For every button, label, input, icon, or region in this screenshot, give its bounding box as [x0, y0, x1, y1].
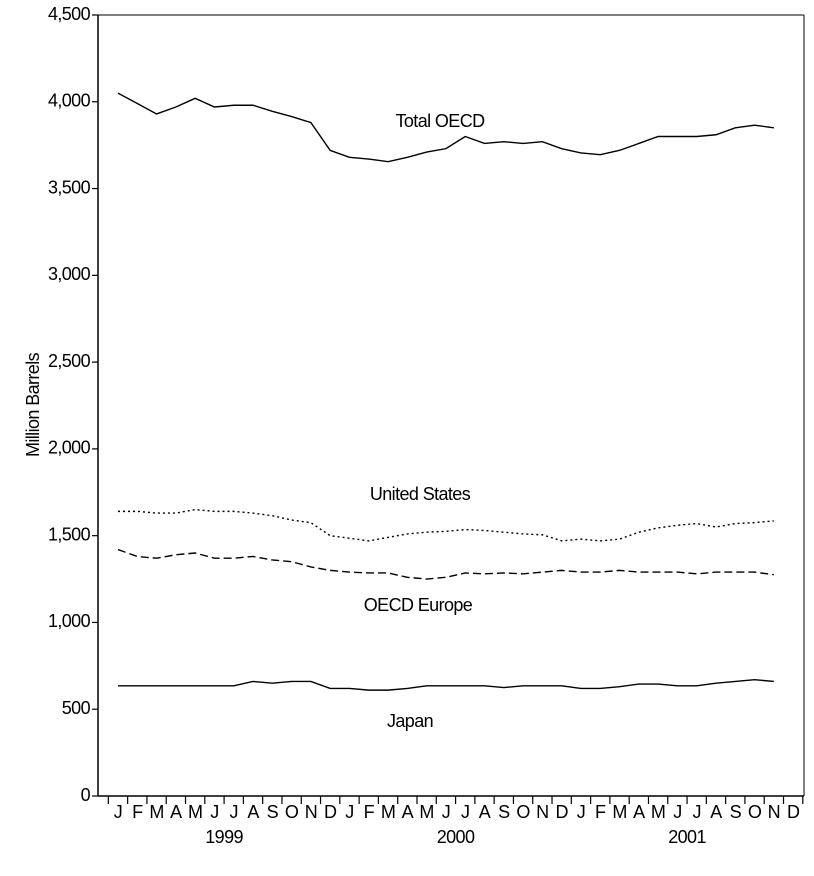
- x-tick-label: J: [577, 802, 585, 822]
- y-tick-label: 500: [62, 698, 91, 718]
- y-tick-label: 0: [81, 785, 91, 805]
- x-tick-label: J: [461, 802, 469, 822]
- y-tick-label: 3,000: [48, 264, 91, 284]
- year-label: 2000: [437, 827, 475, 847]
- x-tick-label: O: [748, 802, 762, 822]
- series-line: [118, 679, 774, 691]
- y-tick-label: 3,500: [48, 177, 91, 197]
- x-tick-label: O: [285, 802, 299, 822]
- x-tick-label: J: [442, 802, 450, 822]
- x-tick-label: D: [324, 802, 337, 822]
- x-tick-label: A: [479, 802, 491, 822]
- x-tick-label: M: [381, 802, 395, 822]
- x-tick-label: N: [536, 802, 548, 822]
- y-tick-label: 1,500: [48, 524, 91, 544]
- x-tick-label: J: [692, 802, 700, 822]
- x-tick-label: M: [419, 802, 433, 822]
- x-tick-label: A: [633, 802, 645, 822]
- x-tick-label: O: [516, 802, 530, 822]
- x-tick-label: F: [595, 802, 606, 822]
- y-tick-label: 1,000: [48, 611, 91, 631]
- y-tick-label: 2,000: [48, 438, 91, 458]
- x-tick-label: J: [673, 802, 681, 822]
- series-line: [118, 508, 774, 542]
- x-tick-label: M: [651, 802, 665, 822]
- x-tick-label: J: [345, 802, 353, 822]
- x-tick-label: S: [498, 802, 510, 822]
- y-axis-label: Million Barrels: [23, 352, 43, 457]
- x-tick-label: M: [612, 802, 626, 822]
- x-tick-label: J: [210, 802, 218, 822]
- x-tick-label: A: [710, 802, 722, 822]
- x-tick-label: M: [188, 802, 202, 822]
- y-tick-label: 4,000: [48, 91, 91, 111]
- series-label: Total OECD: [395, 111, 485, 131]
- x-tick-label: S: [267, 802, 279, 822]
- x-tick-label: A: [402, 802, 414, 822]
- x-tick-label: D: [555, 802, 568, 822]
- x-tick-label: F: [364, 802, 375, 822]
- x-tick-label: N: [768, 802, 780, 822]
- series-label: OECD Europe: [364, 595, 473, 615]
- series-line: [117, 548, 774, 580]
- year-label: 1999: [205, 827, 243, 847]
- x-tick-label: A: [247, 802, 259, 822]
- x-tick-label: J: [230, 802, 238, 822]
- y-tick-label: 4,500: [48, 4, 91, 24]
- x-tick-label: D: [787, 802, 800, 822]
- x-tick-label: A: [170, 802, 182, 822]
- series-line: [117, 92, 774, 163]
- series-label: Japan: [387, 711, 433, 731]
- x-tick-label: M: [149, 802, 163, 822]
- year-label: 2001: [668, 827, 706, 847]
- x-tick-label: F: [132, 802, 143, 822]
- x-tick-label: J: [114, 802, 122, 822]
- x-tick-label: N: [305, 802, 317, 822]
- y-tick-label: 2,500: [48, 351, 91, 371]
- x-tick-label: S: [730, 802, 742, 822]
- series-label: United States: [370, 484, 471, 504]
